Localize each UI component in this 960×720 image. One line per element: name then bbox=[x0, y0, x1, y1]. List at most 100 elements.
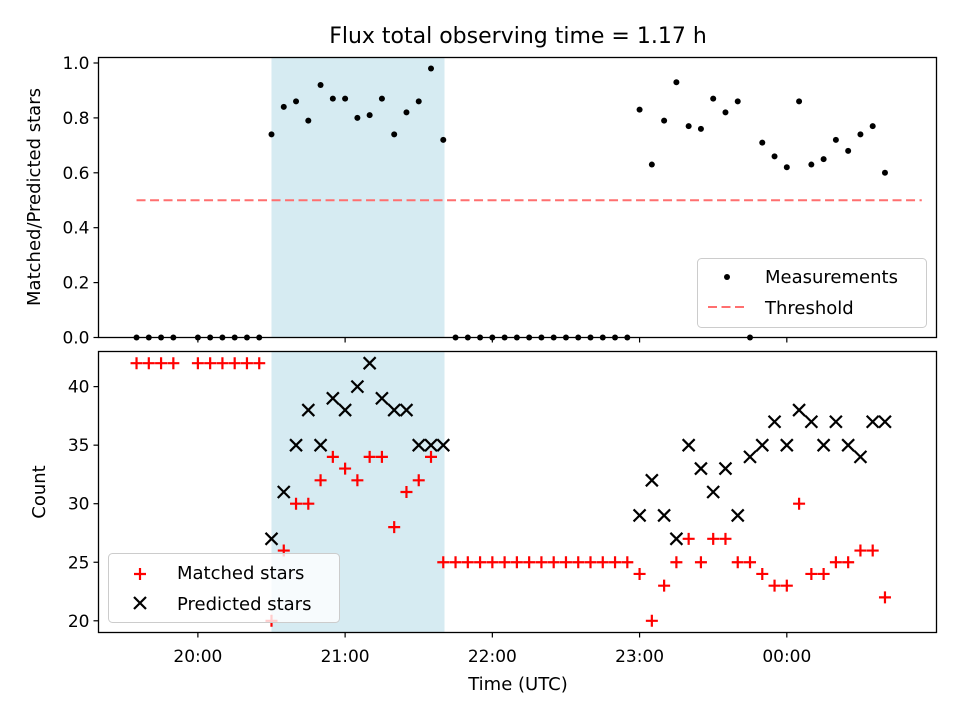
ratio-y-ticks: 0.0 0.2 0.4 0.6 0.8 1.0 bbox=[62, 54, 99, 349]
predicted-star-point bbox=[399, 403, 414, 417]
chart-title: Flux total observing time = 1.17 h bbox=[329, 24, 707, 49]
matched-star-point bbox=[253, 357, 266, 370]
matched-star-point bbox=[584, 556, 597, 569]
predicted-star-point bbox=[276, 485, 291, 499]
ratio-y-tick-label: 0.4 bbox=[62, 219, 89, 239]
legend-matched-marker bbox=[134, 568, 146, 580]
predicted-star-point bbox=[743, 450, 757, 464]
count-legend-box bbox=[108, 553, 340, 623]
predicted-star-point bbox=[694, 461, 708, 476]
count-y-tick-label: 25 bbox=[68, 553, 90, 573]
count-y-tick-label: 20 bbox=[68, 612, 90, 632]
matched-star-point bbox=[130, 357, 143, 370]
matched-star-point bbox=[191, 357, 204, 370]
count-y-axis-label: Count bbox=[29, 465, 50, 518]
measurement-point bbox=[648, 161, 655, 168]
matched-star-point bbox=[854, 544, 867, 557]
matched-star-point bbox=[400, 486, 413, 498]
measurement-point bbox=[710, 95, 717, 102]
count-panel-frame bbox=[97, 350, 938, 634]
ratio-y-tick-label: 0.2 bbox=[62, 274, 89, 294]
measurement-point bbox=[722, 109, 729, 116]
measurement-point bbox=[771, 153, 778, 160]
matched-star-point bbox=[155, 357, 168, 370]
measurement-point bbox=[342, 95, 349, 102]
predicted-star-point bbox=[289, 438, 303, 452]
measurement-point bbox=[857, 131, 864, 138]
measurement-point bbox=[661, 117, 668, 124]
measurement-point bbox=[378, 95, 385, 102]
measurement-point bbox=[317, 81, 324, 88]
predicted-star-point bbox=[313, 438, 328, 452]
legend-predicted-label: Predicted stars bbox=[177, 594, 311, 615]
matched-star-point bbox=[461, 556, 474, 569]
legend-measurements-label: Measurements bbox=[765, 267, 898, 288]
matched-star-point bbox=[216, 357, 229, 370]
matched-star-point bbox=[633, 567, 646, 580]
predicted-star-point bbox=[669, 532, 684, 546]
matched-star-point bbox=[142, 357, 155, 370]
predicted-star-point bbox=[424, 438, 438, 452]
matched-star-point bbox=[437, 556, 450, 569]
legend-measurements-marker bbox=[724, 274, 730, 280]
x-axis-label: Time (UTC) bbox=[467, 674, 568, 695]
measurement-point bbox=[636, 106, 643, 113]
matched-star-point bbox=[731, 556, 744, 569]
matched-star-point bbox=[878, 591, 891, 604]
matched-star-point bbox=[314, 474, 327, 487]
predicted-star-point bbox=[326, 391, 340, 406]
predicted-star-point bbox=[436, 438, 451, 452]
predicted-star-point bbox=[780, 438, 794, 452]
matched-star-point bbox=[780, 579, 793, 592]
predicted-star-point bbox=[350, 379, 365, 394]
predicted-star-point bbox=[816, 438, 831, 452]
ratio-y-tick-label: 0.6 bbox=[62, 164, 89, 184]
predicted-star-point bbox=[841, 438, 855, 452]
matched-star-point bbox=[719, 532, 732, 545]
predicted-star-point bbox=[755, 438, 770, 452]
predicted-star-point bbox=[804, 414, 819, 429]
ratio-x-ticks bbox=[197, 337, 788, 343]
predicted-star-point bbox=[706, 485, 720, 499]
matched-star-point bbox=[805, 567, 818, 580]
matched-star-point bbox=[498, 556, 511, 569]
matched-star-point bbox=[375, 450, 388, 463]
ratio-y-axis-label: Matched/Predicted stars bbox=[24, 88, 45, 306]
measurement-point bbox=[415, 98, 422, 105]
matched-star-point bbox=[388, 521, 401, 534]
ratio-y-tick-label: 1.0 bbox=[62, 54, 89, 74]
measurement-point bbox=[403, 109, 410, 116]
predicted-star-point bbox=[387, 403, 401, 417]
matched-star-point bbox=[645, 614, 658, 627]
matched-star-point bbox=[609, 556, 622, 569]
count-legend: Matched stars Predicted stars bbox=[108, 553, 340, 623]
predicted-star-point bbox=[767, 414, 782, 429]
matched-star-point bbox=[167, 357, 180, 370]
matched-star-point bbox=[572, 556, 585, 569]
count-y-tick-label: 40 bbox=[68, 378, 90, 398]
count-panel: 20 25 30 35 40 20:00 21:00 22:00 23:00 00:00 Cou… bbox=[29, 350, 938, 695]
predicted-star-point bbox=[632, 508, 647, 523]
measurement-point bbox=[305, 117, 312, 124]
matched-star-point bbox=[290, 497, 303, 510]
predicted-star-point bbox=[657, 508, 671, 523]
predicted-star-point bbox=[375, 391, 389, 406]
measurement-point bbox=[280, 103, 287, 110]
matched-star-point bbox=[621, 556, 634, 569]
measurement-point bbox=[354, 114, 361, 121]
measurement-point bbox=[428, 65, 435, 72]
measurement-point bbox=[293, 98, 300, 105]
matched-star-point bbox=[596, 556, 609, 569]
matched-star-point bbox=[694, 556, 707, 569]
measurement-point bbox=[268, 131, 275, 138]
observing-window-highlight bbox=[271, 57, 445, 338]
predicted-star-point bbox=[301, 403, 316, 417]
predicted-star-point bbox=[264, 532, 279, 546]
measurement-point bbox=[808, 161, 815, 168]
count-x-tick-label: 23:00 bbox=[615, 647, 664, 667]
measurement-point bbox=[869, 123, 876, 130]
matched-star-point bbox=[707, 532, 720, 545]
ratio-panel: 0.0 0.2 0.4 0.6 0.8 1.0 Matched/Predicted sta… bbox=[24, 54, 938, 349]
matched-star-point bbox=[351, 474, 364, 487]
predicted-star-point bbox=[829, 414, 843, 429]
